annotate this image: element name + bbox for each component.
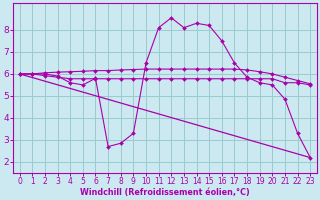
X-axis label: Windchill (Refroidissement éolien,°C): Windchill (Refroidissement éolien,°C)	[80, 188, 250, 197]
